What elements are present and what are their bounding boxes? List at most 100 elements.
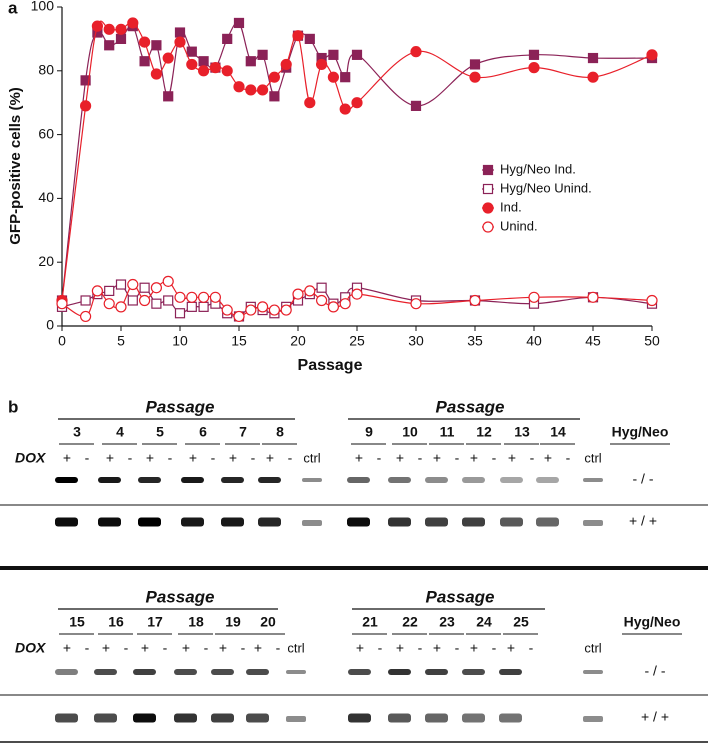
blot-band bbox=[181, 477, 204, 483]
data-point bbox=[469, 71, 481, 83]
dox-sign: + bbox=[266, 450, 274, 466]
data-point bbox=[257, 301, 269, 313]
data-point bbox=[103, 298, 115, 310]
data-point bbox=[139, 282, 150, 293]
blot-band bbox=[55, 669, 78, 675]
data-point bbox=[104, 40, 115, 51]
data-point bbox=[174, 36, 186, 48]
data-point bbox=[163, 91, 174, 102]
data-point bbox=[79, 100, 92, 112]
y-axis-label: GFP-positive cells (%) bbox=[7, 87, 24, 245]
legend-marker bbox=[482, 202, 494, 214]
data-point bbox=[304, 97, 316, 109]
data-point bbox=[304, 33, 315, 45]
lane-number: 8 bbox=[276, 424, 284, 440]
data-point bbox=[56, 298, 68, 310]
y-tick-label: 60 bbox=[38, 125, 54, 141]
data-point bbox=[245, 304, 257, 316]
data-point bbox=[162, 52, 174, 64]
data-point bbox=[139, 294, 151, 307]
data-point bbox=[528, 291, 540, 303]
x-tick-label: 40 bbox=[526, 333, 542, 349]
lane-number: 20 bbox=[260, 614, 276, 630]
dox-sign: + bbox=[433, 640, 441, 656]
dox-sign: - bbox=[492, 640, 497, 656]
data-point bbox=[127, 278, 139, 291]
dox-sign: + bbox=[544, 450, 552, 466]
lane-number: 3 bbox=[73, 424, 81, 440]
dox-sign: + bbox=[355, 450, 363, 466]
dox-sign: + bbox=[219, 640, 227, 656]
data-point bbox=[410, 298, 422, 310]
data-point bbox=[151, 40, 162, 51]
data-point bbox=[150, 68, 162, 80]
x-tick-label: 5 bbox=[117, 333, 125, 349]
legend-label: Hyg/Neo Unind. bbox=[500, 180, 592, 195]
x-tick-label: 50 bbox=[644, 333, 660, 349]
dox-sign: + bbox=[189, 450, 197, 466]
genotype-title: Hyg/Neo bbox=[624, 614, 681, 630]
blot-band bbox=[462, 713, 485, 723]
dox-sign: - bbox=[288, 450, 293, 466]
data-point bbox=[351, 288, 363, 300]
lane-number: 14 bbox=[550, 424, 566, 440]
dox-sign: + bbox=[141, 640, 149, 656]
data-point bbox=[186, 301, 197, 312]
blot-band bbox=[348, 713, 371, 723]
blot-band bbox=[286, 716, 306, 722]
data-point bbox=[80, 75, 91, 86]
y-tick-label: 0 bbox=[46, 317, 54, 333]
data-point bbox=[587, 291, 599, 303]
data-point bbox=[115, 301, 127, 313]
data-point bbox=[316, 294, 328, 307]
data-point bbox=[316, 282, 327, 293]
dox-sign: - bbox=[455, 640, 460, 656]
data-point bbox=[327, 71, 339, 83]
blot-band bbox=[536, 477, 559, 483]
data-point bbox=[469, 294, 481, 307]
blot-band bbox=[138, 477, 161, 483]
blot-band bbox=[94, 669, 117, 675]
blot-band bbox=[425, 517, 448, 527]
blot-band bbox=[388, 669, 411, 675]
dox-sign: - bbox=[378, 640, 383, 656]
data-point bbox=[257, 49, 268, 60]
blot-band bbox=[221, 517, 244, 527]
panel-label: b bbox=[8, 397, 18, 416]
data-point bbox=[186, 46, 197, 57]
lane-number: 16 bbox=[108, 614, 124, 630]
legend-marker bbox=[482, 221, 494, 233]
dox-sign: + bbox=[254, 640, 262, 656]
genotype-label: - / - bbox=[645, 663, 666, 679]
dox-sign: + bbox=[433, 450, 441, 466]
dox-sign: - bbox=[529, 640, 534, 656]
panel-label: a bbox=[8, 0, 18, 17]
data-point bbox=[339, 298, 351, 310]
lane-number: 10 bbox=[402, 424, 418, 440]
genotype-label: + / + bbox=[629, 513, 657, 529]
data-point bbox=[245, 84, 257, 96]
blot-band bbox=[98, 477, 121, 483]
data-point bbox=[292, 30, 304, 42]
blot-band bbox=[347, 477, 370, 483]
blot-band bbox=[181, 517, 204, 527]
data-point bbox=[139, 36, 151, 48]
dox-sign: - bbox=[163, 640, 168, 656]
dox-sign: + bbox=[146, 450, 154, 466]
blot-band bbox=[55, 477, 78, 483]
blot-band bbox=[462, 477, 485, 483]
ctrl-label: ctrl bbox=[584, 450, 601, 465]
data-point bbox=[280, 304, 292, 316]
blot-band bbox=[583, 478, 603, 482]
data-point bbox=[150, 282, 162, 294]
blot-band bbox=[462, 669, 485, 675]
blot-band bbox=[425, 477, 448, 483]
dox-sign: - bbox=[276, 640, 281, 656]
data-point bbox=[351, 49, 363, 60]
dox-sign: + bbox=[63, 450, 71, 466]
x-axis-label: Passage bbox=[298, 357, 363, 374]
lane-number: 12 bbox=[476, 424, 492, 440]
dox-sign: - bbox=[168, 450, 173, 466]
blot-band bbox=[246, 669, 269, 675]
dox-sign: + bbox=[470, 450, 478, 466]
